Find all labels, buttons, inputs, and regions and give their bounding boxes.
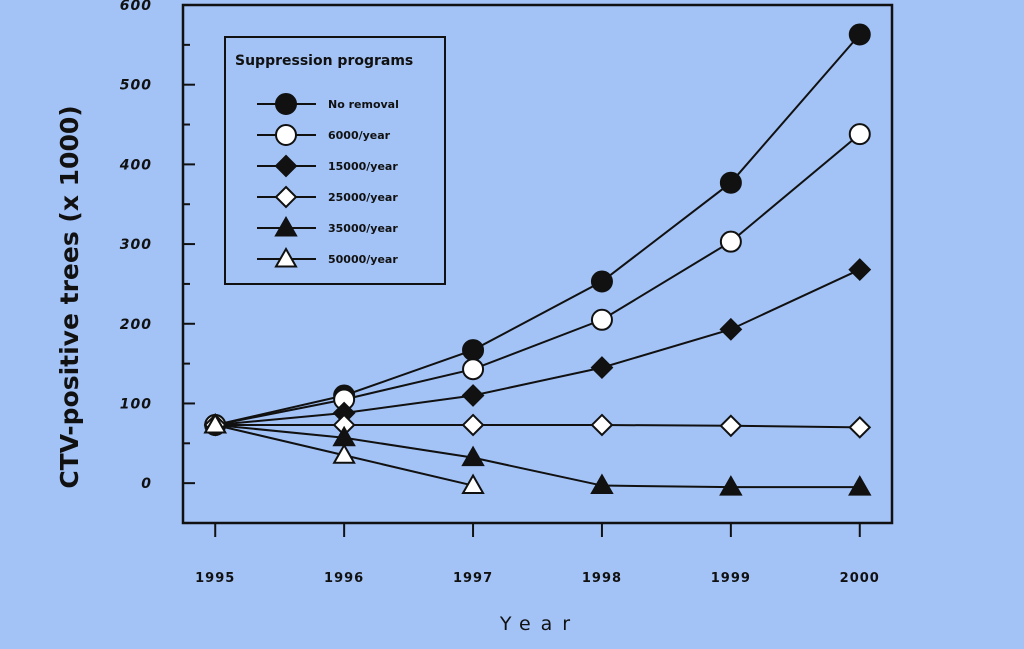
legend-label: 50000/year (328, 253, 398, 266)
data-point (848, 415, 872, 439)
legend: Suppression programs No removal 6000/year… (224, 36, 446, 285)
data-point (461, 384, 485, 407)
data-point (848, 23, 871, 46)
data-point (719, 414, 743, 438)
legend-marker (274, 185, 298, 209)
data-point (332, 443, 356, 464)
x-axis: 1995 1996 1997 1998 1999 2000 (195, 523, 880, 586)
plot-frame (181, 3, 894, 525)
legend-label: 6000/year (328, 129, 391, 142)
legend-marker (274, 154, 298, 178)
x-tick-label: 2000 (840, 571, 880, 586)
data-point (461, 413, 485, 437)
data-point (719, 171, 742, 194)
x-tick-label: 1998 (582, 571, 622, 586)
data-point (848, 475, 872, 496)
legend-label: No removal (328, 98, 399, 111)
series-line (215, 133, 861, 426)
data-point (590, 356, 614, 380)
data-point (719, 475, 743, 496)
y-tick-label: 500 (120, 78, 152, 94)
x-axis-label: Year (499, 613, 580, 635)
series-line (215, 423, 860, 489)
x-tick-label: 1999 (711, 571, 751, 586)
y-tick-label: 400 (119, 157, 152, 173)
series-layer (203, 23, 872, 496)
data-point (719, 230, 742, 253)
legend-entries: No removal 6000/year 15000/year 25000/year 3… (257, 93, 399, 268)
y-axis: 0 100 200 300 400 500 600 (119, 0, 195, 492)
data-point (590, 308, 613, 331)
data-point (590, 413, 614, 437)
legend-marker (275, 93, 297, 115)
legend-label: 15000/year (328, 160, 398, 173)
legend-marker (275, 124, 297, 146)
y-tick-label: 600 (120, 0, 152, 14)
data-point (719, 317, 743, 341)
x-tick-label: 1997 (453, 571, 493, 586)
y-tick-label: 200 (120, 317, 152, 333)
data-point (590, 270, 613, 293)
data-point (848, 123, 871, 146)
legend-marker (274, 215, 298, 237)
data-point (462, 358, 485, 381)
y-axis-label: CTV-positive trees (x 1000) (55, 105, 84, 488)
legend-marker (274, 246, 298, 268)
series-line (215, 268, 861, 426)
data-point (203, 412, 227, 434)
data-point (590, 473, 614, 495)
y-tick-label: 300 (120, 237, 152, 253)
series-line (215, 423, 860, 429)
data-point (848, 258, 872, 281)
x-tick-label: 1995 (195, 571, 235, 586)
data-point (462, 339, 485, 362)
data-point (461, 473, 485, 495)
x-tick-label: 1996 (324, 571, 364, 586)
legend-label: 25000/year (328, 191, 398, 204)
data-point (461, 445, 485, 467)
y-tick-label: 100 (120, 396, 152, 412)
legend-title: Suppression programs (235, 53, 413, 69)
legend-label: 35000/year (328, 222, 398, 235)
y-tick-label: 0 (141, 476, 152, 492)
series-line (215, 33, 861, 426)
legend-box (224, 36, 446, 285)
